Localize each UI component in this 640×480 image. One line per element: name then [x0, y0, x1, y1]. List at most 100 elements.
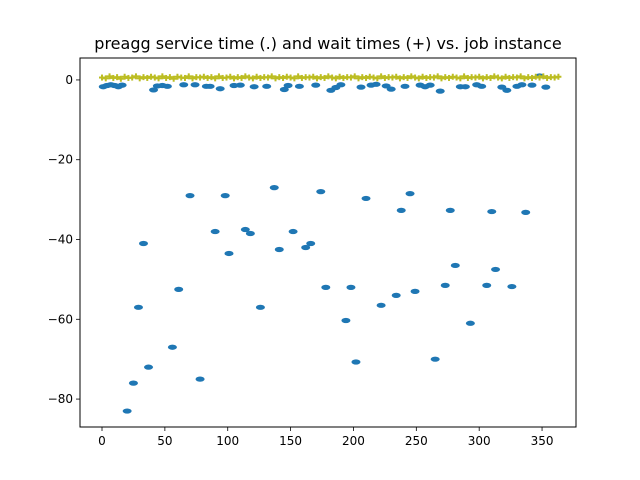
wait-time-point [268, 73, 275, 80]
service-time-point [527, 82, 537, 88]
x-tick-label: 250 [405, 434, 428, 448]
service-time-point [288, 228, 298, 235]
service-time-point [117, 82, 127, 88]
service-time-point [341, 317, 351, 324]
service-time-point [240, 226, 250, 233]
wait-time-point [238, 74, 245, 81]
service-time-point [430, 356, 440, 362]
service-time-point [507, 283, 517, 290]
service-time-point [316, 189, 326, 195]
wait-time-point [121, 73, 128, 80]
wait-time-point [457, 75, 464, 82]
service-time-point [210, 228, 220, 235]
wait-time-point [136, 75, 143, 82]
wait-time-point [378, 73, 385, 80]
service-time-point [445, 207, 455, 213]
service-time-point [283, 82, 293, 89]
wait-time-point [132, 73, 139, 80]
service-time-point [371, 81, 381, 87]
wait-time-point [310, 73, 317, 80]
service-time-point [215, 86, 225, 92]
x-tick-label: 100 [216, 434, 239, 448]
wait-time-point [415, 75, 422, 82]
service-time-point [122, 408, 132, 414]
wait-time-point [325, 73, 332, 80]
service-time-point [356, 84, 366, 90]
service-time-point [262, 83, 272, 89]
plot-points [98, 73, 562, 414]
x-tick-label: 50 [157, 434, 172, 448]
service-time-point [435, 88, 445, 94]
wait-time-point [434, 73, 441, 80]
wait-time-point [487, 74, 494, 81]
service-time-point [220, 193, 230, 199]
service-time-point [425, 82, 435, 88]
service-time-point [361, 195, 371, 202]
service-time-point [487, 208, 497, 215]
wait-time-point [114, 74, 121, 81]
wait-time-point [517, 73, 524, 80]
wait-time-point [351, 73, 358, 80]
x-tick-label: 0 [98, 434, 106, 448]
service-time-point [376, 302, 386, 308]
service-time-point [301, 244, 311, 251]
service-time-point [133, 304, 143, 310]
wait-time-point [189, 75, 196, 82]
wait-time-point [528, 74, 535, 81]
wait-time-point [313, 75, 320, 82]
service-time-point [162, 83, 172, 89]
service-time-point [128, 380, 138, 386]
service-time-point [321, 284, 331, 290]
service-time-point [205, 83, 215, 89]
x-axis: 0 50 100 150 200 250 300 350 [98, 427, 554, 448]
wait-time-point [215, 73, 222, 80]
wait-time-point [249, 75, 256, 82]
service-time-point [386, 86, 396, 92]
service-time-point [224, 250, 234, 257]
wait-time-point [502, 73, 509, 80]
wait-time-point [419, 73, 426, 80]
service-time-point [410, 288, 420, 294]
wait-time-point [408, 73, 415, 80]
wait-time-point [321, 74, 328, 81]
service-time-point [391, 292, 401, 298]
wait-time-point [155, 75, 162, 82]
service-time-point [405, 191, 415, 197]
service-time-point [294, 83, 304, 89]
wait-time-point [227, 73, 234, 80]
wait-time-point [117, 75, 124, 82]
x-tick-label: 350 [531, 434, 554, 448]
wait-time-point [106, 73, 113, 80]
wait-time-point [393, 73, 400, 80]
wait-time-point [253, 73, 260, 80]
wait-time-point [159, 73, 166, 80]
service-time-point [269, 185, 279, 191]
y-tick-label: 0 [65, 73, 73, 87]
service-time-point [279, 86, 289, 93]
wait-time-point [295, 73, 302, 80]
wait-time-point [540, 73, 547, 80]
wait-time-point [332, 75, 339, 82]
service-time-point [502, 87, 512, 93]
service-time-point [190, 82, 200, 88]
service-time-point [465, 320, 475, 326]
wait-time-point [461, 73, 468, 80]
wait-time-point [170, 75, 177, 82]
wait-time-point [374, 75, 381, 82]
wait-time-point [129, 74, 136, 81]
y-tick-label: −60 [48, 312, 73, 326]
wait-time-point [446, 74, 453, 81]
wait-time-point [536, 74, 543, 81]
service-time-point [167, 344, 177, 350]
service-time-point [174, 286, 184, 292]
wait-time-point [438, 75, 445, 82]
wait-time-point [144, 74, 151, 81]
wait-time-point [242, 73, 249, 80]
wait-time-point [185, 73, 192, 80]
wait-time-point [479, 75, 486, 82]
service-time-point [138, 240, 148, 247]
y-axis: −80 −60 −40 −20 0 [48, 73, 80, 406]
wait-time-point [491, 73, 498, 80]
wait-time-point [336, 73, 343, 80]
